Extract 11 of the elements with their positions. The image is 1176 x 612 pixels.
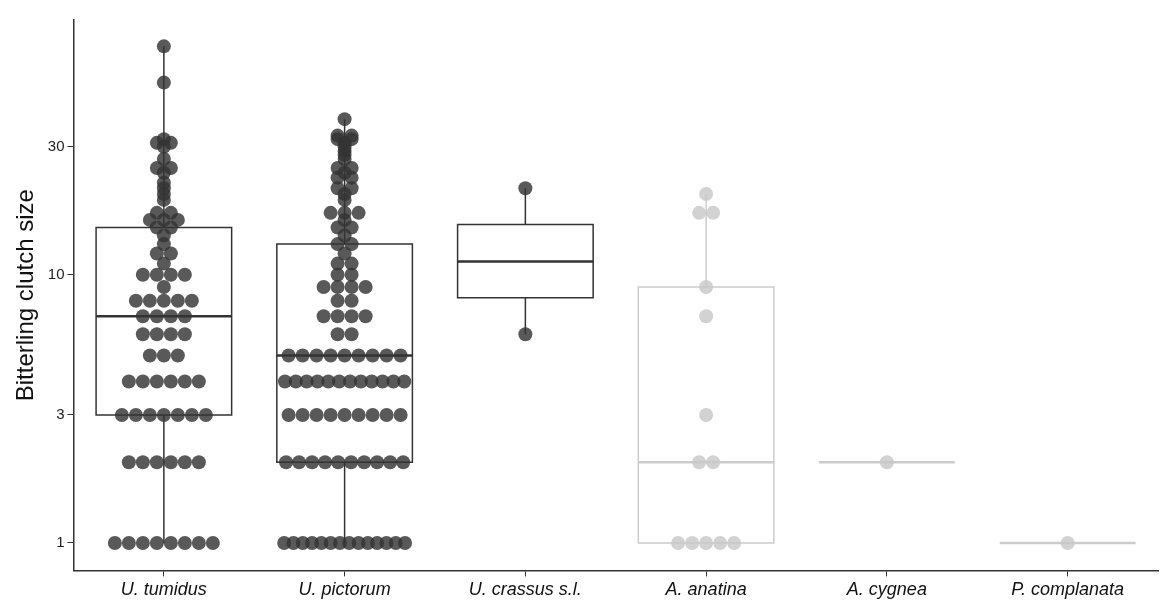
x-tick-label: U. crassus s.l. bbox=[468, 579, 582, 600]
x-tick-label: U. pictorum bbox=[298, 579, 391, 600]
x-tick-label: P. complanata bbox=[1011, 579, 1124, 600]
x-tick-label: U. tumidus bbox=[120, 579, 207, 600]
y-tick-label: 1 bbox=[56, 533, 65, 551]
x-tick-label: A. anatina bbox=[664, 579, 747, 600]
y-tick-label: 3 bbox=[56, 405, 65, 423]
y-tick-label: 10 bbox=[47, 264, 65, 282]
y-axis-title: Bitterling clutch size bbox=[11, 189, 39, 402]
x-tick-label: A. cygnea bbox=[845, 579, 927, 600]
y-tick-label: 30 bbox=[47, 136, 65, 154]
